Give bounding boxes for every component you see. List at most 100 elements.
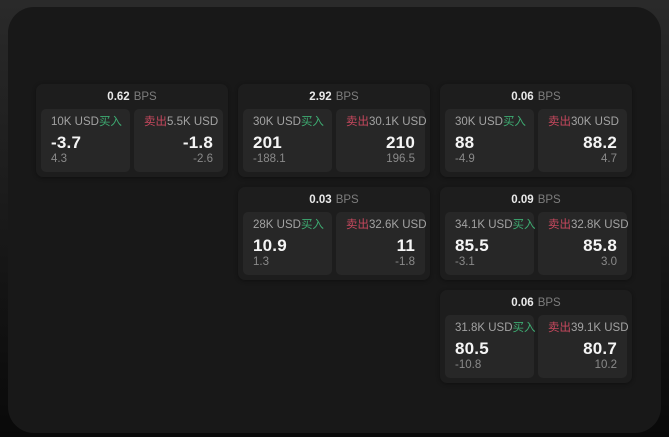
buy-price: 85.5 (455, 236, 489, 255)
buy-side-label: 买入 (512, 219, 536, 231)
buy-price: -3.7 (51, 133, 82, 152)
sell-size-label: 32.6K USD (369, 219, 427, 231)
buy-panel[interactable]: 28K USD 买入 10.9 1.3 (243, 212, 332, 275)
buy-price: 88 (455, 133, 475, 152)
sell-panel[interactable]: 卖出 30.1K USD 210 196.5 (336, 109, 427, 172)
buy-panel-top: 31.8K USD 买入 (455, 322, 536, 335)
card-body: 28K USD 买入 10.9 1.3 卖出 32.6K USD 11 -1.8 (238, 210, 430, 280)
sell-size-label: 32.8K USD (571, 219, 629, 231)
card-header: 0.03 BPS (238, 187, 430, 210)
buy-price: 201 (253, 133, 282, 152)
sell-delta: -2.6 (193, 153, 213, 165)
sell-delta: 196.5 (386, 153, 415, 165)
buy-delta: 4.3 (51, 153, 67, 165)
sell-delta: -1.8 (395, 256, 415, 268)
buy-panel-top: 30K USD 买入 (253, 116, 324, 129)
sell-size-label: 30K USD (571, 116, 619, 128)
bps-unit-label: BPS (335, 193, 359, 206)
sell-side-label: 卖出 (346, 219, 369, 231)
sell-side-label: 卖出 (548, 116, 571, 128)
quote-card: 0.03 BPS 28K USD 买入 10.9 1.3 卖出 32.6K US… (238, 187, 430, 280)
sell-panel-top: 卖出 30.1K USD (346, 116, 427, 129)
quote-card: 0.09 BPS 34.1K USD 买入 85.5 -3.1 卖出 32.8K… (440, 187, 632, 280)
buy-price: 10.9 (253, 236, 287, 255)
sell-price: 210 (386, 133, 415, 152)
bps-unit-label: BPS (133, 90, 157, 103)
sell-panel-top: 卖出 5.5K USD (144, 116, 218, 129)
sell-size-label: 39.1K USD (571, 322, 629, 334)
buy-delta: -3.1 (455, 256, 475, 268)
sell-delta: 4.7 (601, 153, 617, 165)
buy-price: 80.5 (455, 339, 489, 358)
bps-value: 0.03 (309, 193, 332, 206)
sell-price: 85.8 (583, 236, 617, 255)
buy-panel[interactable]: 34.1K USD 买入 85.5 -3.1 (445, 212, 536, 275)
buy-size-label: 34.1K USD (455, 219, 513, 231)
buy-side-label: 买入 (300, 116, 324, 128)
buy-delta: -4.9 (455, 153, 475, 165)
buy-side-label: 买入 (98, 116, 122, 128)
buy-side-label: 买入 (512, 322, 536, 334)
buy-panel-top: 28K USD 买入 (253, 219, 324, 232)
sell-panel[interactable]: 卖出 5.5K USD -1.8 -2.6 (134, 109, 223, 172)
bps-value: 0.62 (107, 90, 130, 103)
bps-unit-label: BPS (537, 90, 561, 103)
sell-price: 11 (396, 236, 415, 255)
buy-panel[interactable]: 10K USD 买入 -3.7 4.3 (41, 109, 130, 172)
bps-unit-label: BPS (537, 296, 561, 309)
bps-value: 0.09 (511, 193, 534, 206)
sell-side-label: 卖出 (548, 322, 571, 334)
buy-side-label: 买入 (300, 219, 324, 231)
card-header: 2.92 BPS (238, 84, 430, 107)
sell-size-label: 5.5K USD (167, 116, 219, 128)
card-header: 0.09 BPS (440, 187, 632, 210)
cards-grid: 0.62 BPS 10K USD 买入 -3.7 4.3 卖出 5.5K USD… (36, 84, 632, 383)
buy-delta: -10.8 (455, 359, 482, 371)
sell-panel[interactable]: 卖出 32.6K USD 11 -1.8 (336, 212, 427, 275)
sell-panel[interactable]: 卖出 32.8K USD 85.8 3.0 (538, 212, 629, 275)
sell-price: 80.7 (583, 339, 617, 358)
buy-panel[interactable]: 30K USD 买入 88 -4.9 (445, 109, 534, 172)
bps-unit-label: BPS (335, 90, 359, 103)
sell-side-label: 卖出 (144, 116, 167, 128)
card-body: 10K USD 买入 -3.7 4.3 卖出 5.5K USD -1.8 -2.… (36, 107, 228, 177)
card-body: 31.8K USD 买入 80.5 -10.8 卖出 39.1K USD 80.… (440, 313, 632, 383)
sell-delta: 3.0 (601, 256, 617, 268)
sell-panel-top: 卖出 39.1K USD (548, 322, 629, 335)
buy-size-label: 30K USD (253, 116, 301, 128)
buy-panel-top: 34.1K USD 买入 (455, 219, 536, 232)
buy-size-label: 10K USD (51, 116, 99, 128)
buy-size-label: 31.8K USD (455, 322, 513, 334)
sell-panel[interactable]: 卖出 39.1K USD 80.7 10.2 (538, 315, 629, 378)
card-header: 0.62 BPS (36, 84, 228, 107)
buy-size-label: 28K USD (253, 219, 301, 231)
bps-unit-label: BPS (537, 193, 561, 206)
sell-panel[interactable]: 卖出 30K USD 88.2 4.7 (538, 109, 627, 172)
sell-price: 88.2 (583, 133, 617, 152)
card-body: 30K USD 买入 201 -188.1 卖出 30.1K USD 210 1… (238, 107, 430, 177)
card-header: 0.06 BPS (440, 84, 632, 107)
card-body: 34.1K USD 买入 85.5 -3.1 卖出 32.8K USD 85.8… (440, 210, 632, 280)
buy-panel-top: 10K USD 买入 (51, 116, 122, 129)
buy-delta: -188.1 (253, 153, 286, 165)
buy-panel[interactable]: 30K USD 买入 201 -188.1 (243, 109, 332, 172)
buy-size-label: 30K USD (455, 116, 503, 128)
quote-card: 0.06 BPS 31.8K USD 买入 80.5 -10.8 卖出 39.1… (440, 290, 632, 383)
card-header: 0.06 BPS (440, 290, 632, 313)
bps-value: 0.06 (511, 90, 534, 103)
sell-price: -1.8 (182, 133, 213, 152)
sell-panel-top: 卖出 32.6K USD (346, 219, 427, 232)
quote-card: 0.06 BPS 30K USD 买入 88 -4.9 卖出 30K USD 8… (440, 84, 632, 177)
sell-side-label: 卖出 (548, 219, 571, 231)
sell-delta: 10.2 (594, 359, 617, 371)
buy-panel[interactable]: 31.8K USD 买入 80.5 -10.8 (445, 315, 536, 378)
card-body: 30K USD 买入 88 -4.9 卖出 30K USD 88.2 4.7 (440, 107, 632, 177)
buy-side-label: 买入 (502, 116, 526, 128)
buy-delta: 1.3 (253, 256, 269, 268)
sell-panel-top: 卖出 30K USD (548, 116, 619, 129)
sell-side-label: 卖出 (346, 116, 369, 128)
buy-panel-top: 30K USD 买入 (455, 116, 526, 129)
quote-card: 0.62 BPS 10K USD 买入 -3.7 4.3 卖出 5.5K USD… (36, 84, 228, 177)
bps-value: 2.92 (309, 90, 332, 103)
bps-value: 0.06 (511, 296, 534, 309)
